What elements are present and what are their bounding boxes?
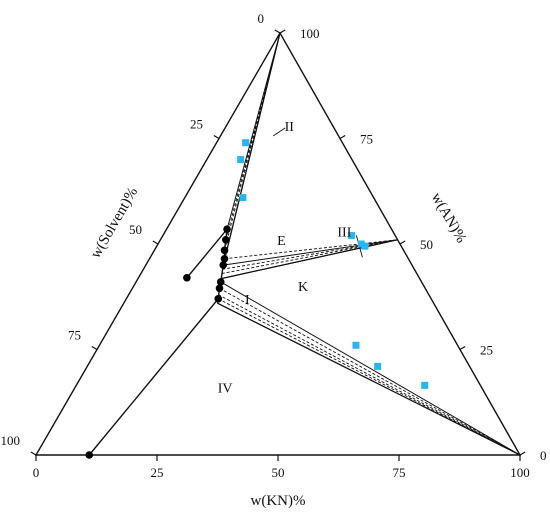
solubility-curve	[88, 226, 229, 456]
region-label-i: I	[245, 293, 250, 308]
tie-line	[226, 32, 281, 230]
tie-line	[223, 239, 398, 266]
solubility-point	[219, 261, 228, 269]
right-axis-tick	[399, 240, 406, 245]
solubility-point	[223, 225, 231, 234]
wet-residue-point	[237, 156, 245, 164]
tie-lines	[217, 32, 521, 456]
tie-line	[221, 239, 398, 274]
region-boundary	[222, 32, 281, 266]
solubility-point	[85, 451, 94, 459]
tie-line	[220, 281, 521, 456]
region-label-ii: II	[285, 120, 295, 135]
wet-residue-point	[421, 381, 429, 389]
wet-residue-point	[352, 341, 360, 349]
tie-line	[219, 287, 521, 456]
left-axis-tick	[213, 134, 220, 140]
solubility-point	[215, 284, 224, 293]
right-tick-label: 0	[540, 448, 547, 463]
right-axis-tick	[279, 29, 286, 34]
tie-line	[225, 32, 281, 240]
left-axis-tick	[152, 240, 159, 245]
bottom-axis-title: w(KN)%	[251, 493, 306, 509]
bottom-tick-label: 25	[151, 465, 164, 480]
bottom-tick-label: 75	[393, 465, 406, 480]
solubility-point	[214, 295, 223, 303]
left-axis-tick	[91, 345, 98, 351]
right-axis-tick	[339, 134, 346, 140]
bottom-tick-label: 50	[272, 465, 285, 480]
triangle-frame	[30, 29, 526, 461]
wet-residue-point	[348, 232, 356, 240]
right-tick-label: 50	[420, 237, 433, 252]
right-axis-tick	[459, 345, 466, 351]
left-axis-tick	[30, 451, 37, 456]
left-axis-tick	[274, 29, 281, 34]
left-tick-label: 25	[190, 117, 203, 132]
right-tick-label: 25	[480, 343, 493, 358]
solubility-point	[221, 235, 230, 244]
wet-residue-point	[239, 194, 247, 202]
left-tick-label: 0	[258, 11, 265, 26]
right-tick-label: 100	[300, 26, 320, 41]
solubility-curve-line	[88, 226, 229, 456]
solubility-point	[220, 254, 229, 263]
left-tick-label: 50	[129, 222, 142, 237]
labels: 0 25 50 75 100 0 25 50 75 100 0 25 50 75 100 w(KN)% w(AN…	[1, 11, 547, 509]
right-axis-tick	[519, 451, 526, 456]
wet-residue-point	[242, 139, 250, 147]
region-label-iii: III	[337, 225, 351, 240]
left-tick-label: 100	[1, 433, 21, 448]
wet-residue-point	[361, 242, 369, 250]
solubility-point	[183, 273, 191, 282]
right-axis-title: w(AN)%	[428, 190, 469, 246]
region-label-k: K	[298, 280, 308, 295]
right-tick-label: 75	[360, 132, 373, 147]
solubility-point	[220, 246, 229, 255]
tie-line	[222, 239, 398, 270]
label-leader-ii	[272, 127, 286, 137]
region-boundary	[221, 239, 398, 280]
bottom-tick-label: 0	[33, 465, 40, 480]
wet-residue-point	[357, 240, 365, 248]
region-boundary	[216, 302, 521, 456]
bottom-tick-label: 100	[510, 465, 530, 480]
region-label-iv: IV	[218, 381, 233, 396]
solubility-point	[216, 278, 225, 286]
left-tick-label: 75	[68, 328, 81, 343]
tie-line	[224, 239, 398, 260]
region-label-e: E	[277, 234, 286, 249]
tie-line	[218, 294, 521, 456]
wet-residue-point	[374, 362, 382, 370]
tie-line	[218, 298, 521, 456]
data-points	[85, 139, 429, 459]
